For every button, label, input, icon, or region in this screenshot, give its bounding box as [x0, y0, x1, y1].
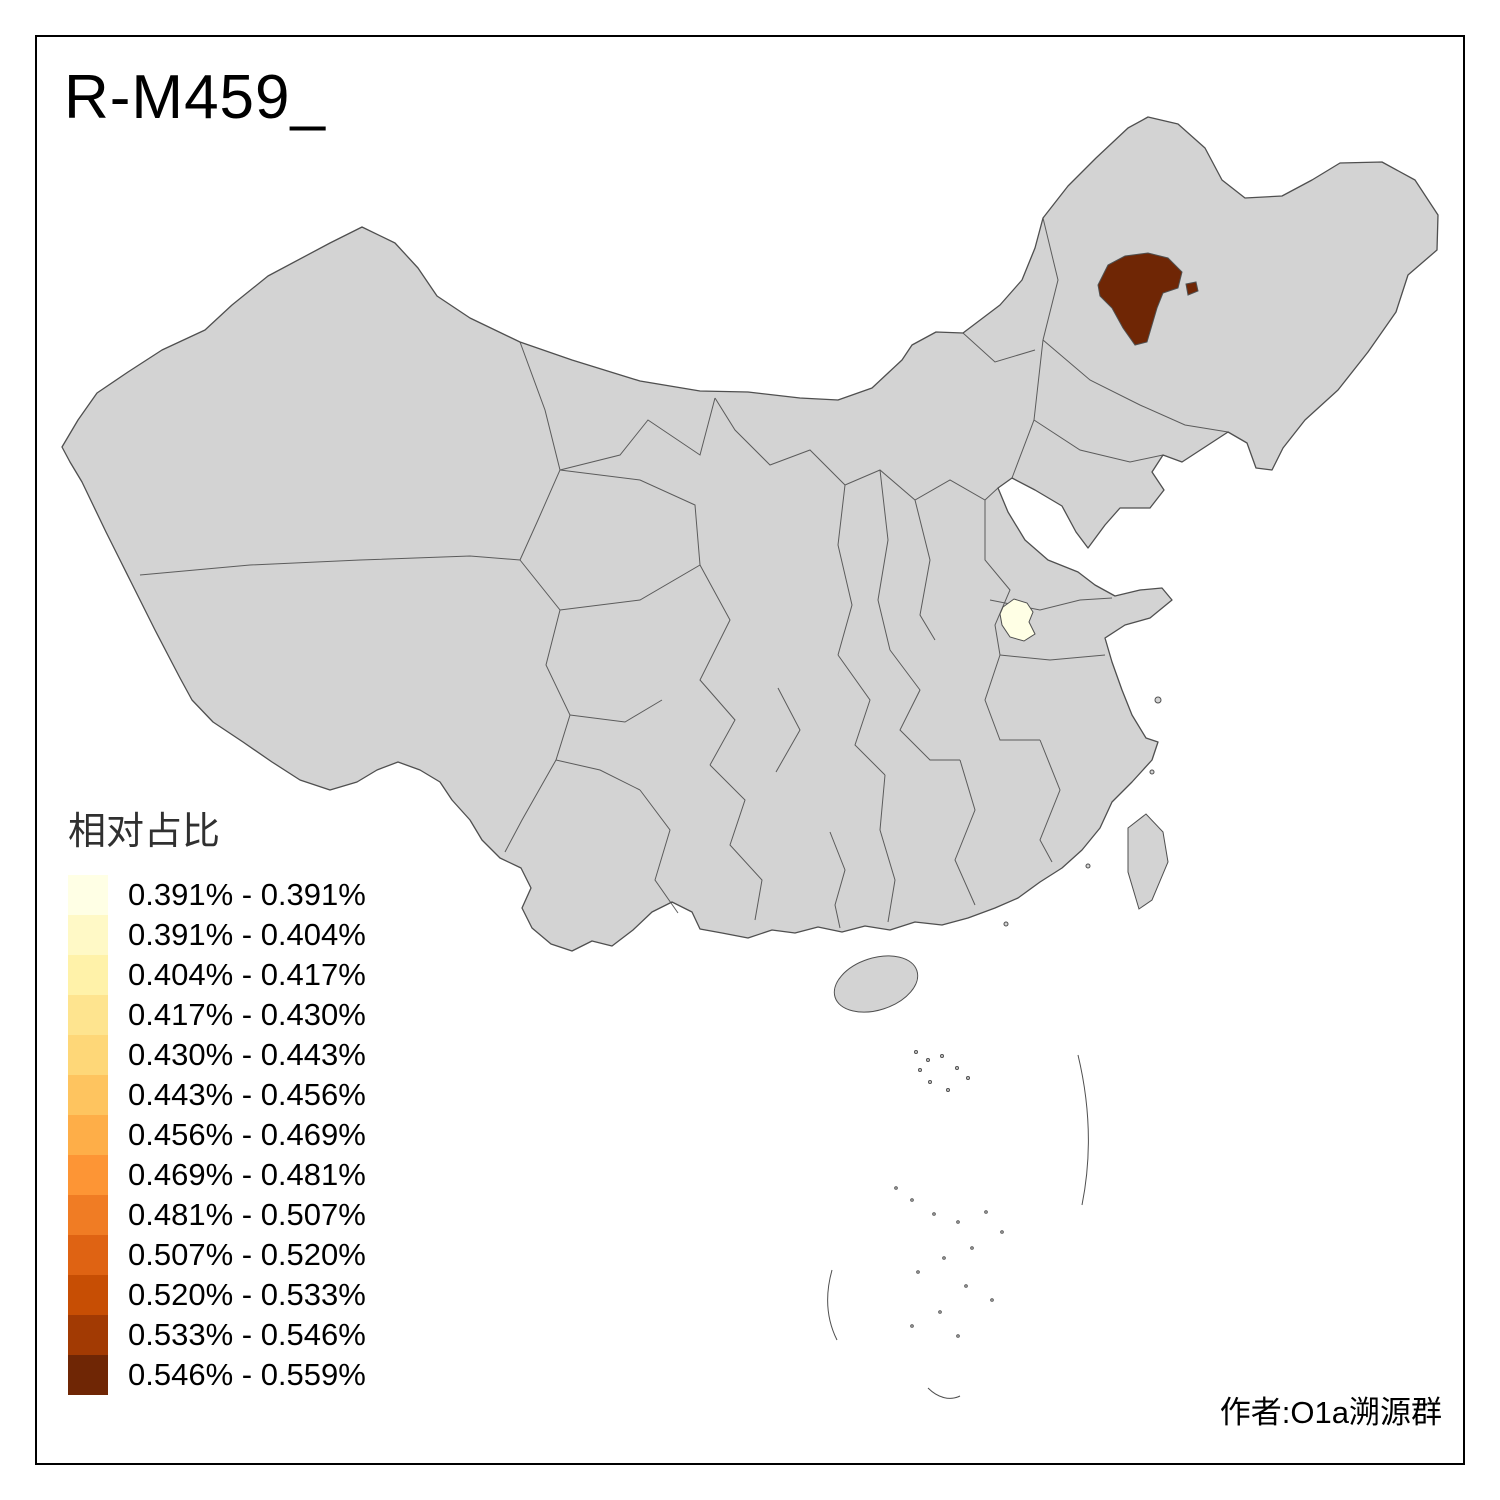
- legend-item: 0.520% - 0.533%: [68, 1275, 366, 1315]
- legend-swatch: [68, 995, 108, 1035]
- hainan-island: [833, 955, 919, 1013]
- legend-swatch: [68, 1275, 108, 1315]
- legend-swatch: [68, 1115, 108, 1155]
- legend-title: 相对占比: [68, 811, 221, 853]
- legend-item: 0.507% - 0.520%: [68, 1235, 366, 1275]
- legend-label: 0.430% - 0.443%: [128, 1037, 366, 1072]
- legend-item: 0.456% - 0.469%: [68, 1115, 366, 1155]
- legend-label: 0.391% - 0.391%: [128, 877, 366, 912]
- highlight-region-central-east: [999, 598, 1036, 642]
- figure-title: R-M459_: [64, 63, 326, 132]
- legend-item: 0.417% - 0.430%: [68, 995, 366, 1035]
- legend-item: 0.430% - 0.443%: [68, 1035, 366, 1075]
- legend-label: 0.469% - 0.481%: [128, 1157, 366, 1192]
- legend-swatch: [68, 955, 108, 995]
- highlight-region-northeast-fragment: [1185, 281, 1199, 296]
- legend-item: 0.443% - 0.456%: [68, 1075, 366, 1115]
- legend-item: 0.546% - 0.559%: [68, 1355, 366, 1395]
- legend-swatch: [68, 1195, 108, 1235]
- legend-label: 0.546% - 0.559%: [128, 1357, 366, 1392]
- legend-item: 0.533% - 0.546%: [68, 1315, 366, 1355]
- legend-swatch: [68, 1075, 108, 1115]
- taiwan-island: [1127, 813, 1169, 910]
- legend-label: 0.507% - 0.520%: [128, 1237, 366, 1272]
- legend-item: 0.469% - 0.481%: [68, 1155, 366, 1195]
- legend-label: 0.520% - 0.533%: [128, 1277, 366, 1312]
- author-credit: 作者:O1a溯源群: [1219, 1395, 1442, 1430]
- legend-item: 0.391% - 0.404%: [68, 915, 366, 955]
- legend-swatch: [68, 1035, 108, 1075]
- legend-swatch: [68, 1155, 108, 1195]
- legend-label: 0.533% - 0.546%: [128, 1317, 366, 1352]
- legend-item: 0.391% - 0.391%: [68, 875, 366, 915]
- legend: 相对占比 0.391% - 0.391% 0.391% - 0.404% 0.4…: [68, 800, 366, 1395]
- islands: [827, 696, 1169, 1399]
- legend-swatch: [68, 1315, 108, 1355]
- highlighted-regions: [999, 252, 1199, 642]
- legend-label: 0.481% - 0.507%: [128, 1197, 366, 1232]
- legend-swatch: [68, 875, 108, 915]
- legend-item: 0.404% - 0.417%: [68, 955, 366, 995]
- legend-label: 0.417% - 0.430%: [128, 997, 366, 1032]
- legend-swatch: [68, 915, 108, 955]
- legend-label: 0.391% - 0.404%: [128, 917, 366, 952]
- legend-label: 0.443% - 0.456%: [128, 1077, 366, 1112]
- highlight-region-northeast: [1097, 252, 1183, 346]
- legend-label: 0.456% - 0.469%: [128, 1117, 366, 1152]
- legend-item: 0.481% - 0.507%: [68, 1195, 366, 1235]
- internal-borders: [139, 217, 1229, 929]
- legend-swatch: [68, 1355, 108, 1395]
- mainland-region: [61, 116, 1439, 952]
- legend-swatch: [68, 1235, 108, 1275]
- legend-label: 0.404% - 0.417%: [128, 957, 366, 992]
